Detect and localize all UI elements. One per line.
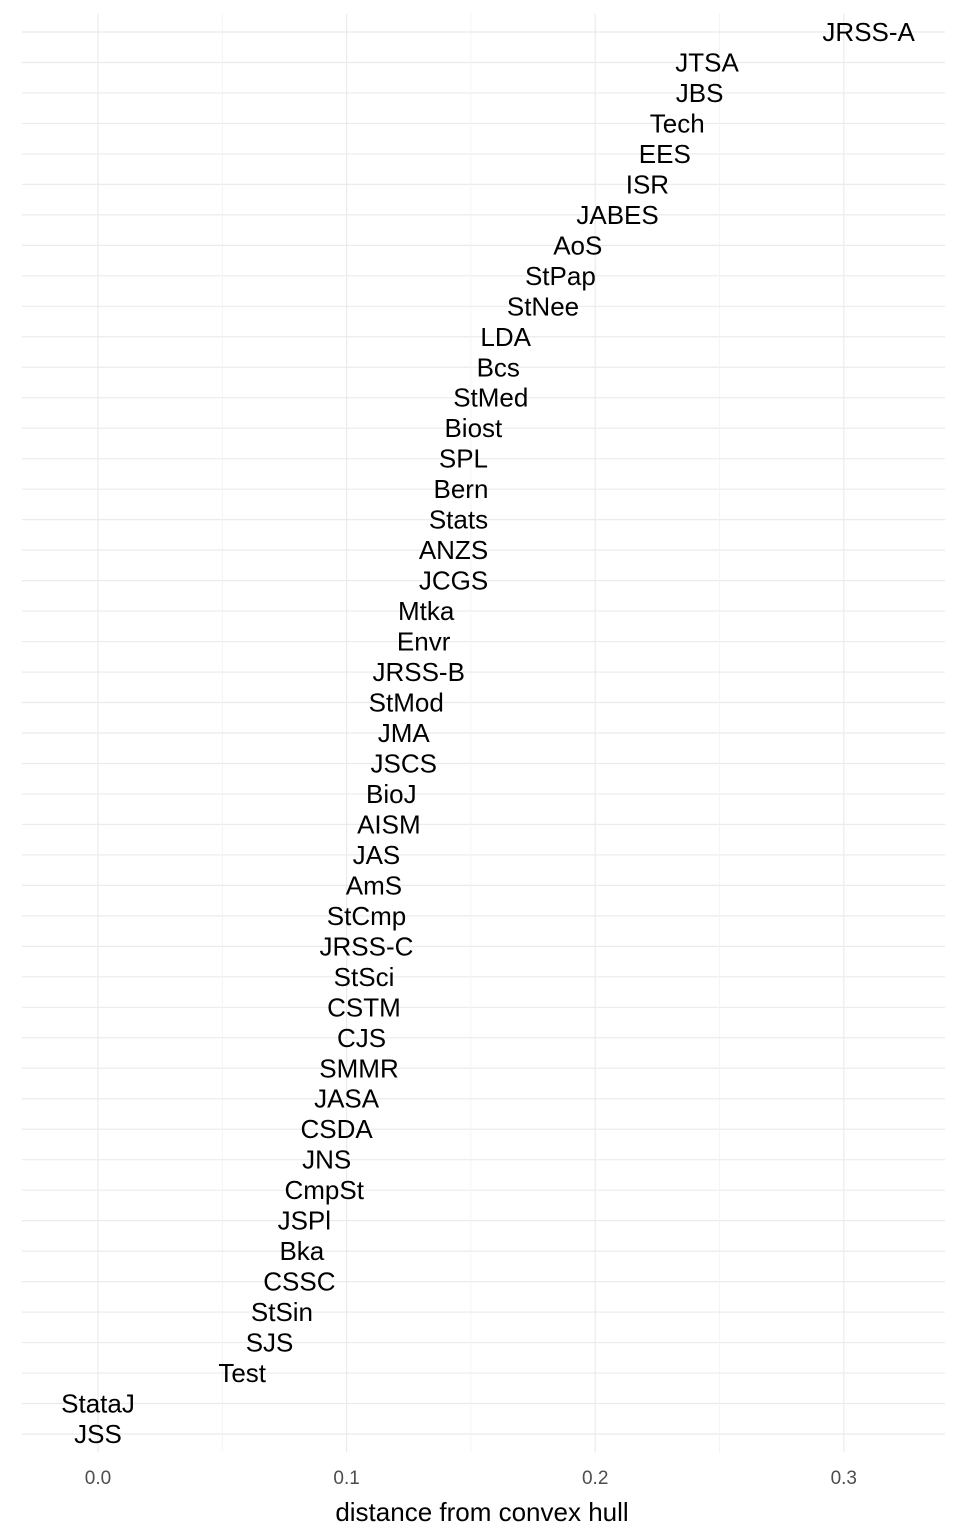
point-label-stsin: StSin (251, 1297, 313, 1327)
point-label-jabes: JABES (576, 200, 658, 230)
point-label-lda: LDA (480, 322, 531, 352)
point-label-tech: Tech (650, 108, 705, 138)
point-label-jas: JAS (353, 840, 401, 870)
point-label-stcmp: StCmp (327, 901, 406, 931)
point-label-mtka: Mtka (398, 596, 455, 626)
point-label-smmr: SMMR (319, 1053, 398, 1083)
point-label-cmpst: CmpSt (284, 1175, 364, 1205)
point-label-jns: JNS (302, 1145, 351, 1175)
x-axis: 0.0 0.1 0.2 0.3 (85, 1468, 857, 1489)
point-label-isr: ISR (626, 169, 669, 199)
point-label-spl: SPL (439, 444, 488, 474)
point-label-stmod: StMod (369, 688, 444, 718)
point-label-stpap: StPap (525, 261, 596, 291)
point-label-bcs: Bcs (477, 352, 520, 382)
x-tick-label: 0.2 (582, 1468, 608, 1489)
point-label-ams: AmS (346, 870, 402, 900)
point-label-cjs: CJS (337, 1023, 386, 1053)
point-label-cssc: CSSC (263, 1267, 335, 1297)
point-label-jbs: JBS (676, 78, 724, 108)
point-label-csda: CSDA (301, 1114, 374, 1144)
x-tick-label: 0.1 (333, 1468, 359, 1489)
point-label-jrss-c: JRSS-C (320, 931, 414, 961)
point-label-biost: Biost (444, 413, 503, 443)
point-label-bka: Bka (279, 1236, 324, 1266)
point-label-stsci: StSci (334, 962, 395, 992)
point-label-stmed: StMed (453, 383, 528, 413)
x-tick-label: 0.0 (85, 1468, 111, 1489)
point-label-anzs: ANZS (419, 535, 488, 565)
point-label-aism: AISM (357, 809, 421, 839)
x-tick-label: 0.3 (831, 1468, 857, 1489)
point-label-jspl: JSPl (278, 1206, 331, 1236)
point-label-jtsa: JTSA (675, 47, 739, 77)
grid (22, 13, 945, 1453)
point-label-aos: AoS (553, 230, 602, 260)
point-label-sjs: SJS (246, 1328, 294, 1358)
point-label-ees: EES (639, 139, 691, 169)
point-label-test: Test (218, 1358, 266, 1388)
point-label-jrss-b: JRSS-B (372, 657, 464, 687)
point-label-bern: Bern (433, 474, 488, 504)
point-label-jcgs: JCGS (419, 566, 488, 596)
point-label-envr: Envr (397, 627, 451, 657)
point-label-stnee: StNee (507, 291, 579, 321)
point-label-jasa: JASA (314, 1084, 380, 1114)
x-axis-title: distance from convex hull (335, 1497, 628, 1527)
point-label-stats: Stats (429, 505, 488, 535)
point-label-cstm: CSTM (327, 992, 401, 1022)
point-label-jss: JSS (74, 1419, 122, 1449)
point-label-bioj: BioJ (366, 779, 417, 809)
point-label-stataj: StataJ (61, 1389, 135, 1419)
point-label-jscs: JSCS (371, 748, 437, 778)
point-label-jma: JMA (378, 718, 431, 748)
point-label-jrss-a: JRSS-A (822, 17, 915, 47)
